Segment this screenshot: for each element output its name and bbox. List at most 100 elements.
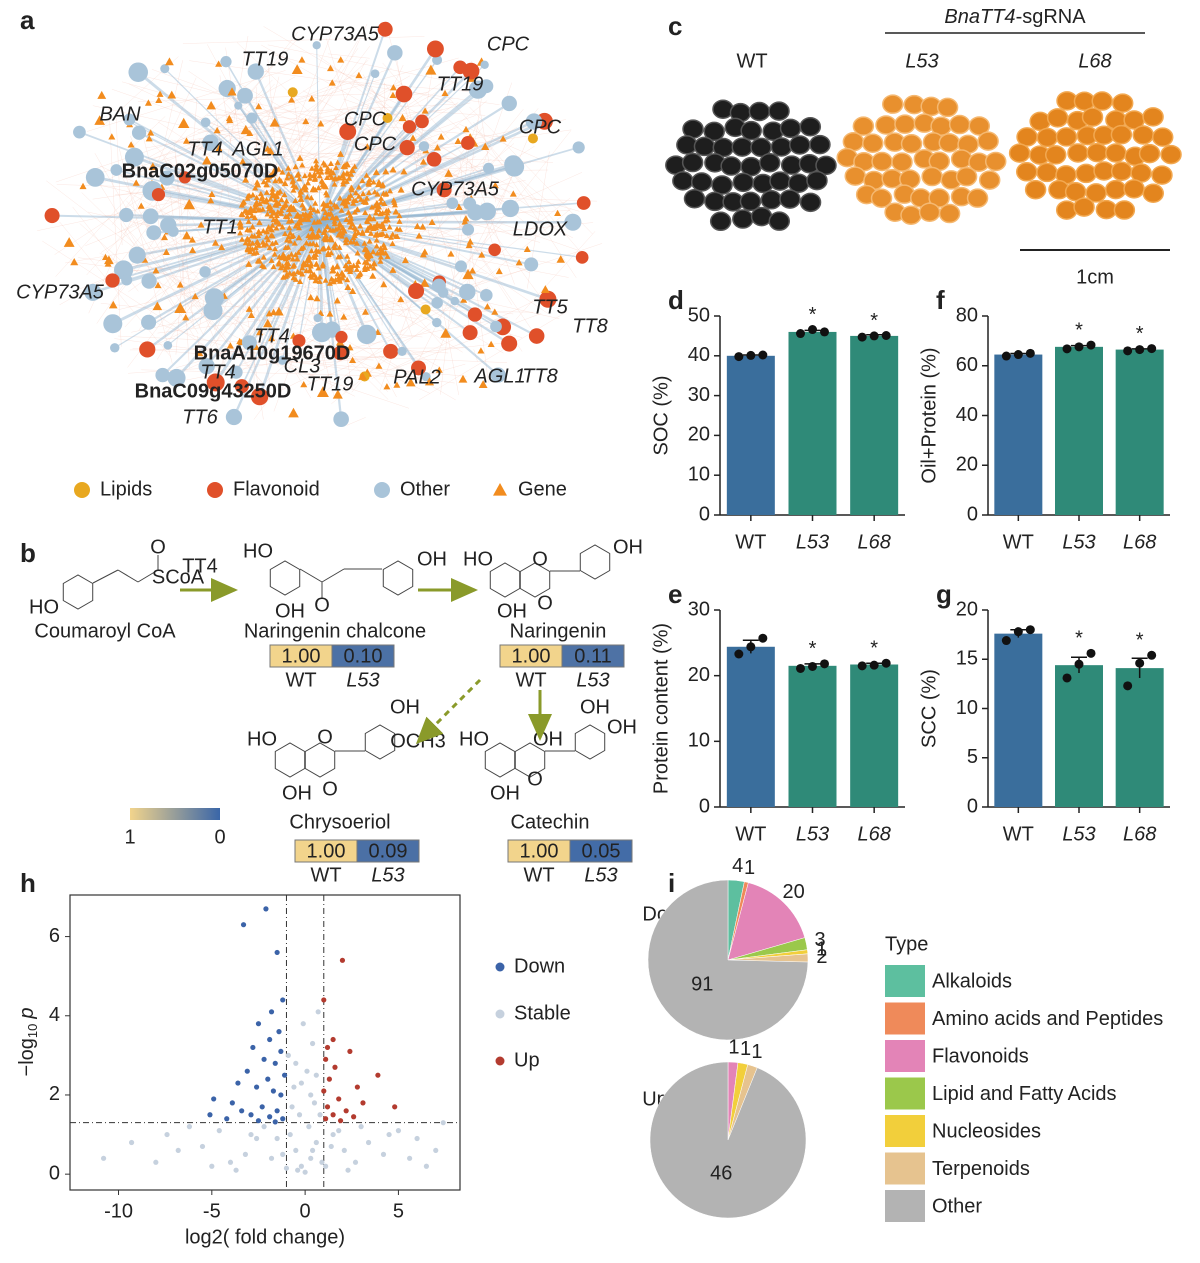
point [274, 1108, 280, 1114]
network-gene-node [269, 240, 276, 246]
network-edge [46, 180, 311, 383]
network-gene-node [127, 141, 135, 148]
network-gene-node [346, 219, 353, 225]
seed [780, 155, 803, 175]
network-gene-node [419, 158, 427, 165]
network-gene-node [377, 210, 384, 216]
network-gene-node [380, 280, 388, 288]
heatmap-cell [331, 644, 395, 668]
bar [850, 335, 899, 515]
network-gene-node [299, 271, 306, 277]
network-gene-node [302, 186, 309, 193]
network-gene-node [351, 232, 358, 239]
seed [1075, 163, 1097, 184]
seed [938, 133, 961, 153]
bar [1055, 346, 1103, 515]
network-edge [131, 116, 166, 148]
network-gene-node [270, 263, 277, 270]
network-edge [79, 223, 124, 263]
network-gene-node [263, 181, 270, 188]
network-gene-node [354, 206, 361, 212]
network-other-node [459, 283, 476, 301]
network-gene-node [372, 168, 380, 176]
atom-label: SCoA [152, 566, 205, 588]
network-edge [343, 98, 379, 112]
x-tick-label: L68 [1123, 531, 1156, 553]
network-gene-node [272, 239, 279, 245]
network-gene-node [332, 164, 339, 171]
replicate-point [1062, 673, 1072, 683]
panel-letter: d [668, 285, 684, 315]
seed [966, 188, 989, 208]
bond [299, 568, 323, 583]
atom-label: O [527, 768, 543, 790]
seed [1105, 179, 1127, 200]
network-gene-node [272, 201, 279, 208]
seed [1113, 200, 1136, 220]
seed [1132, 125, 1154, 145]
seed [894, 114, 916, 134]
legend-label: Flavonoids [932, 1045, 1029, 1067]
replicate-point [1135, 345, 1145, 355]
y-tick-label: 80 [956, 304, 978, 326]
point [360, 1100, 366, 1106]
network-gene-node [355, 273, 362, 279]
network-edge [171, 139, 475, 218]
network-edge [214, 76, 280, 330]
network-gene-node [256, 328, 264, 336]
point [175, 1147, 181, 1154]
network-edge [115, 162, 532, 196]
network-edge [197, 109, 442, 133]
heatmap-column: WT [523, 864, 554, 886]
legend-swatch [885, 1040, 925, 1072]
gene-label: TT19 [307, 373, 354, 395]
ring [484, 742, 516, 778]
point [287, 1131, 293, 1138]
y-label-part: 10 [25, 1024, 40, 1038]
network-gene-node [319, 263, 326, 269]
network-other-node [229, 365, 243, 379]
point [328, 1143, 334, 1150]
seed [1055, 127, 1078, 147]
network-gene-node [362, 199, 369, 205]
network-gene-node [337, 150, 345, 157]
ring [489, 562, 521, 598]
network-gene-node [368, 224, 375, 230]
network-gene-node [273, 218, 280, 225]
network-gene-node [387, 234, 394, 240]
replicate-point [1013, 627, 1023, 637]
replicate-point [1147, 344, 1157, 354]
network-gene-node [144, 99, 152, 106]
network-gene-node [392, 208, 400, 215]
seed [690, 172, 713, 192]
network-gene-node [252, 244, 259, 251]
network-gene-node [357, 223, 364, 229]
network-edge [152, 189, 321, 224]
gene-label: TT6 [182, 406, 218, 428]
network-other-node [142, 208, 159, 225]
legend-label: Stable [514, 1002, 571, 1024]
point [248, 1131, 254, 1138]
bond [137, 569, 159, 583]
network-gene-node [440, 328, 452, 338]
network-edge [176, 266, 535, 368]
network-gene-node [382, 168, 390, 175]
network-gene-node [361, 308, 369, 315]
network-gene-node [397, 295, 405, 303]
network-gene-node [263, 318, 273, 328]
network-other-node [501, 95, 517, 112]
network-edge [316, 47, 359, 110]
network-gene-node [345, 209, 352, 215]
pie-value-label: 1 [740, 1038, 751, 1060]
bar [1115, 349, 1164, 515]
line-label: L53 [905, 50, 938, 72]
network-edge [179, 71, 459, 261]
network-edge [424, 110, 486, 116]
replicate-point [1025, 625, 1035, 635]
network-edge [319, 66, 461, 223]
network-edge [129, 347, 464, 351]
network-flavonoid-node [426, 151, 442, 167]
network-gene-node [289, 178, 296, 185]
legend-label: Terpenoids [932, 1158, 1030, 1180]
point [392, 1104, 398, 1110]
